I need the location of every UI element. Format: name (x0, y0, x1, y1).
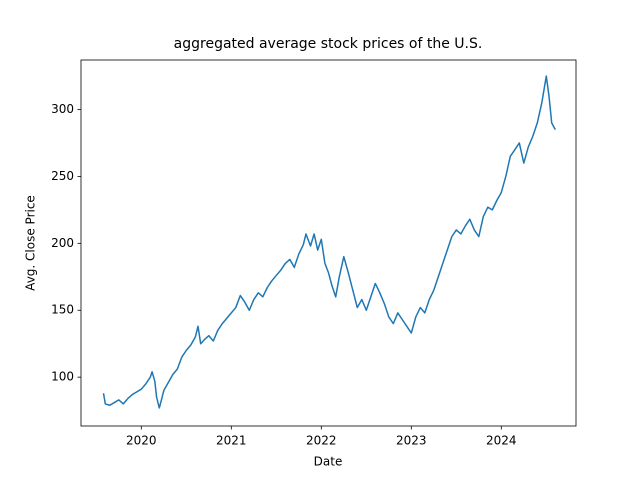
x-tick-label: 2022 (306, 434, 337, 448)
x-axis-label: Date (314, 455, 343, 469)
x-tick-label: 2024 (486, 434, 517, 448)
y-tick-label: 250 (51, 169, 74, 183)
y-tick-label: 300 (51, 102, 74, 116)
y-tick-label: 150 (51, 303, 74, 317)
x-tick-label: 2020 (126, 434, 157, 448)
y-tick-label: 200 (51, 236, 74, 250)
x-tick-label: 2021 (216, 434, 247, 448)
chart-title: aggregated average stock prices of the U… (174, 36, 483, 52)
y-axis-label: Avg. Close Price (24, 195, 38, 291)
data-line (102, 75, 556, 409)
x-tick-label: 2023 (396, 434, 427, 448)
y-tick-label: 100 (51, 370, 74, 384)
plot-frame (80, 59, 577, 427)
